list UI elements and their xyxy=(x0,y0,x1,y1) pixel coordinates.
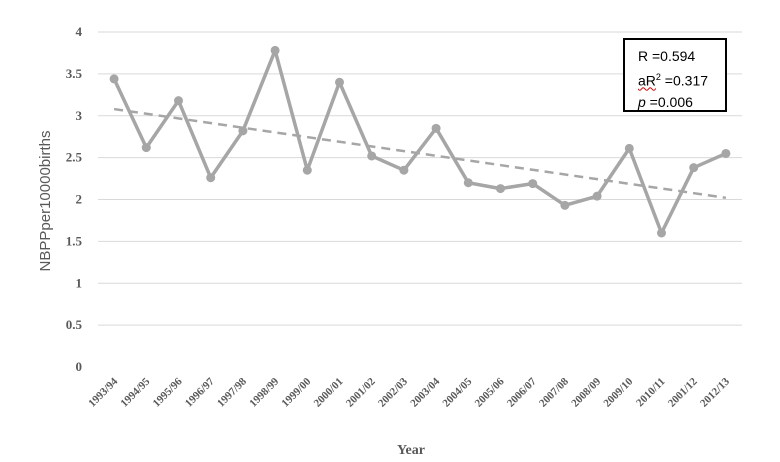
y-tick-label: 3 xyxy=(76,108,83,123)
x-tick-label: 2004/05 xyxy=(440,375,474,409)
x-tick-label: 2001/02 xyxy=(344,375,378,409)
data-point xyxy=(689,163,699,173)
x-tick-label: 1998/99 xyxy=(247,375,281,409)
x-tick-label: 1996/97 xyxy=(183,375,217,409)
x-tick-label: 2001/12 xyxy=(666,375,700,409)
p-value: p =0.006 xyxy=(638,92,725,113)
y-tick-label: 0.5 xyxy=(66,317,83,332)
x-tick-labels: 1993/941994/951995/961996/971997/981998/… xyxy=(86,375,732,409)
y-axis-title: NBPPper10000births xyxy=(37,131,54,272)
data-point xyxy=(721,148,731,158)
x-tick-label: 2003/04 xyxy=(408,375,442,409)
data-point xyxy=(592,191,602,201)
x-tick-label: 1994/95 xyxy=(118,375,152,409)
y-tick-label: 2.5 xyxy=(66,150,83,165)
data-point xyxy=(174,96,183,106)
x-tick-label: 1997/98 xyxy=(215,375,249,409)
data-point xyxy=(302,165,312,175)
y-tick-label: 1 xyxy=(76,275,83,290)
x-tick-label: 2002/03 xyxy=(376,375,410,409)
x-tick-label: 2006/07 xyxy=(505,375,539,409)
p-number: =0.006 xyxy=(645,93,693,110)
data-point xyxy=(528,179,538,189)
data-point xyxy=(206,173,216,183)
data-point xyxy=(463,178,473,188)
y-tick-label: 2 xyxy=(76,192,83,207)
data-point xyxy=(367,151,377,161)
adjusted-r-squared: aR2 =0.317 xyxy=(638,67,725,92)
r-value: R =0.594 xyxy=(638,48,696,64)
data-point xyxy=(238,126,248,136)
x-axis-title: Year xyxy=(397,443,425,458)
ar2-superscript: 2 xyxy=(655,72,661,82)
gridlines xyxy=(98,31,742,326)
x-tick-label: 1993/94 xyxy=(86,375,120,409)
y-tick-label: 3.5 xyxy=(66,66,83,81)
data-point xyxy=(496,184,505,194)
series-line xyxy=(112,48,727,235)
y-tick-label: 1.5 xyxy=(66,233,83,248)
p-label: p xyxy=(638,93,646,110)
x-tick-label: 1999/00 xyxy=(279,375,313,409)
data-series xyxy=(109,45,731,238)
statistics-box: R =0.594 aR2 =0.317 p =0.006 xyxy=(623,38,727,112)
x-tick-label: 2007/08 xyxy=(537,375,571,409)
data-point xyxy=(657,228,666,238)
data-point xyxy=(431,123,441,133)
data-point xyxy=(399,165,409,175)
y-tick-labels: 4 3.5 3 2.5 2 1.5 1 0.5 0 xyxy=(66,24,83,374)
x-tick-label: 2012/13 xyxy=(698,375,732,409)
ar2-value: =0.317 xyxy=(660,72,709,89)
data-point xyxy=(270,45,280,55)
ar2-prefix: aR xyxy=(638,72,656,89)
y-tick-label: 0 xyxy=(76,359,83,374)
x-tick-label: 2000/01 xyxy=(312,376,346,410)
trendline xyxy=(113,107,727,200)
data-point xyxy=(335,77,344,87)
data-point xyxy=(624,143,634,153)
x-tick-label: 2005/06 xyxy=(473,375,507,409)
data-point xyxy=(560,200,570,210)
data-point xyxy=(141,143,151,153)
trendline-segment xyxy=(113,107,727,200)
y-tick-label: 4 xyxy=(76,24,83,39)
x-tick-label: 2009/10 xyxy=(601,375,635,409)
data-point xyxy=(109,74,119,84)
x-tick-label: 2008/09 xyxy=(569,375,603,409)
x-tick-label: 2010/11 xyxy=(634,376,668,410)
x-tick-label: 1995/96 xyxy=(151,375,185,409)
